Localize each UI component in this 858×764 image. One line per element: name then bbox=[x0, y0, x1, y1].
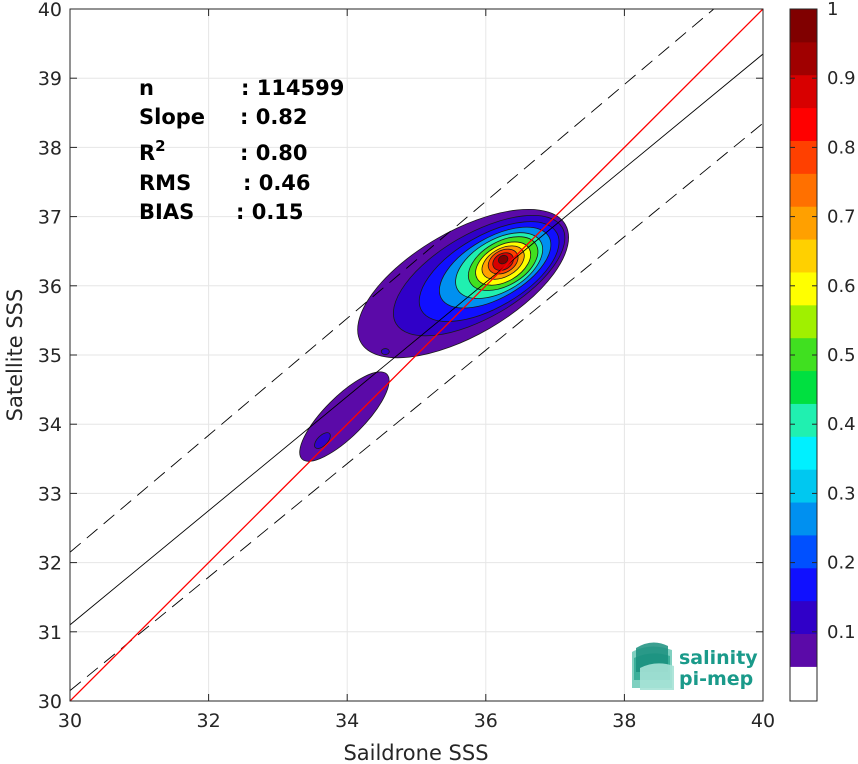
colorbar-segment bbox=[790, 173, 817, 207]
y-tick-label: 30 bbox=[38, 691, 62, 713]
colorbar-tick-label: 1 bbox=[827, 0, 838, 20]
stat-value: : 0.80 bbox=[240, 141, 308, 165]
y-tick-label: 31 bbox=[38, 622, 62, 644]
y-tick-label: 32 bbox=[38, 553, 62, 575]
identity-line bbox=[70, 9, 763, 701]
colorbar-segment bbox=[790, 304, 817, 339]
colorbar-segment bbox=[790, 633, 817, 667]
stat-label: Slope bbox=[139, 105, 205, 129]
upper-bound-line bbox=[70, 9, 715, 553]
stat-label: RMS bbox=[139, 171, 191, 195]
colorbar-segment bbox=[790, 534, 817, 569]
stat-label: n bbox=[139, 76, 154, 100]
colorbar-tick-label: 0.2 bbox=[827, 553, 856, 574]
x-axis-label: Saildrone SSS bbox=[343, 741, 488, 764]
density-cluster-secondary bbox=[299, 348, 390, 462]
grid bbox=[69, 8, 764, 702]
colorbar-segment bbox=[790, 337, 817, 372]
colorbar-segment bbox=[790, 370, 817, 404]
y-tick-label: 37 bbox=[38, 207, 62, 229]
density-contour bbox=[380, 348, 390, 355]
axis-ticks: 30 32 34 36 38 40 30 31 32 33 34 35 36 37 38 39 40 bbox=[38, 0, 775, 732]
colorbar-tick-label: 0.7 bbox=[827, 207, 856, 228]
logo-icon bbox=[632, 642, 674, 690]
y-tick-label: 39 bbox=[38, 68, 62, 90]
x-tick-label: 34 bbox=[335, 710, 359, 732]
reference-lines bbox=[70, 9, 763, 701]
colorbar-segment bbox=[790, 567, 817, 602]
lower-bound-line bbox=[70, 122, 763, 691]
x-tick-label: 36 bbox=[474, 710, 498, 732]
fit-line bbox=[70, 53, 763, 626]
y-tick-label: 36 bbox=[38, 276, 62, 298]
y-tick-label: 35 bbox=[38, 345, 62, 367]
x-tick-label: 32 bbox=[197, 710, 221, 732]
colorbar-tick-label: 0.8 bbox=[827, 137, 856, 158]
colorbar-tick-label: 0.9 bbox=[827, 68, 856, 89]
colorbar-segment bbox=[790, 436, 817, 470]
stat-label: BIAS bbox=[139, 200, 194, 224]
stat-value: : 0.15 bbox=[236, 200, 304, 224]
stat-value: : 114599 bbox=[241, 76, 344, 100]
y-axis-label: Satellite SSS bbox=[3, 289, 27, 422]
density-contours bbox=[299, 208, 569, 462]
colorbar-tick-label: 0.1 bbox=[827, 622, 856, 643]
colorbar-segment bbox=[790, 666, 817, 701]
colorbar-segment bbox=[790, 140, 817, 174]
colorbar-segment bbox=[790, 239, 817, 273]
density-cluster-main bbox=[357, 208, 569, 359]
logo-text-salinity: salinity bbox=[679, 647, 758, 669]
colorbar-tick-label: 0.3 bbox=[827, 483, 856, 504]
stat-value: : 0.82 bbox=[240, 105, 308, 129]
colorbar-segment bbox=[790, 600, 817, 635]
y-tick-label: 33 bbox=[38, 483, 62, 505]
colorbar-tick-label: 0.4 bbox=[827, 414, 856, 435]
colorbar-segment bbox=[790, 403, 817, 437]
colorbar-segment bbox=[790, 107, 817, 141]
y-tick-label: 40 bbox=[38, 0, 62, 21]
colorbar-segment bbox=[790, 206, 817, 240]
colorbar-segment bbox=[790, 9, 817, 43]
stat-value: : 0.46 bbox=[243, 171, 311, 195]
colorbar-tick-label: 0.6 bbox=[827, 276, 856, 297]
colorbar-tick-label: 0.5 bbox=[827, 345, 856, 366]
colorbar-segment bbox=[790, 74, 817, 109]
x-tick-label: 40 bbox=[751, 710, 775, 732]
density-contour bbox=[497, 254, 509, 265]
colorbar-segment bbox=[790, 502, 817, 536]
x-tick-label: 30 bbox=[58, 710, 82, 732]
x-tick-label: 38 bbox=[612, 710, 636, 732]
density-contour bbox=[314, 432, 331, 449]
colorbar-segment bbox=[790, 41, 817, 76]
colorbar-segment bbox=[790, 271, 817, 306]
colorbar-segment bbox=[790, 469, 817, 503]
y-tick-label: 38 bbox=[38, 137, 62, 159]
y-tick-label: 34 bbox=[38, 414, 62, 436]
salinity-pi-mep-logo: salinity pi-mep bbox=[632, 642, 758, 690]
colorbar: 0.1 0.2 0.3 0.4 0.5 0.6 0.7 0.8 0.9 1 bbox=[789, 0, 856, 702]
logo-text-pi-mep: pi-mep bbox=[679, 668, 753, 690]
